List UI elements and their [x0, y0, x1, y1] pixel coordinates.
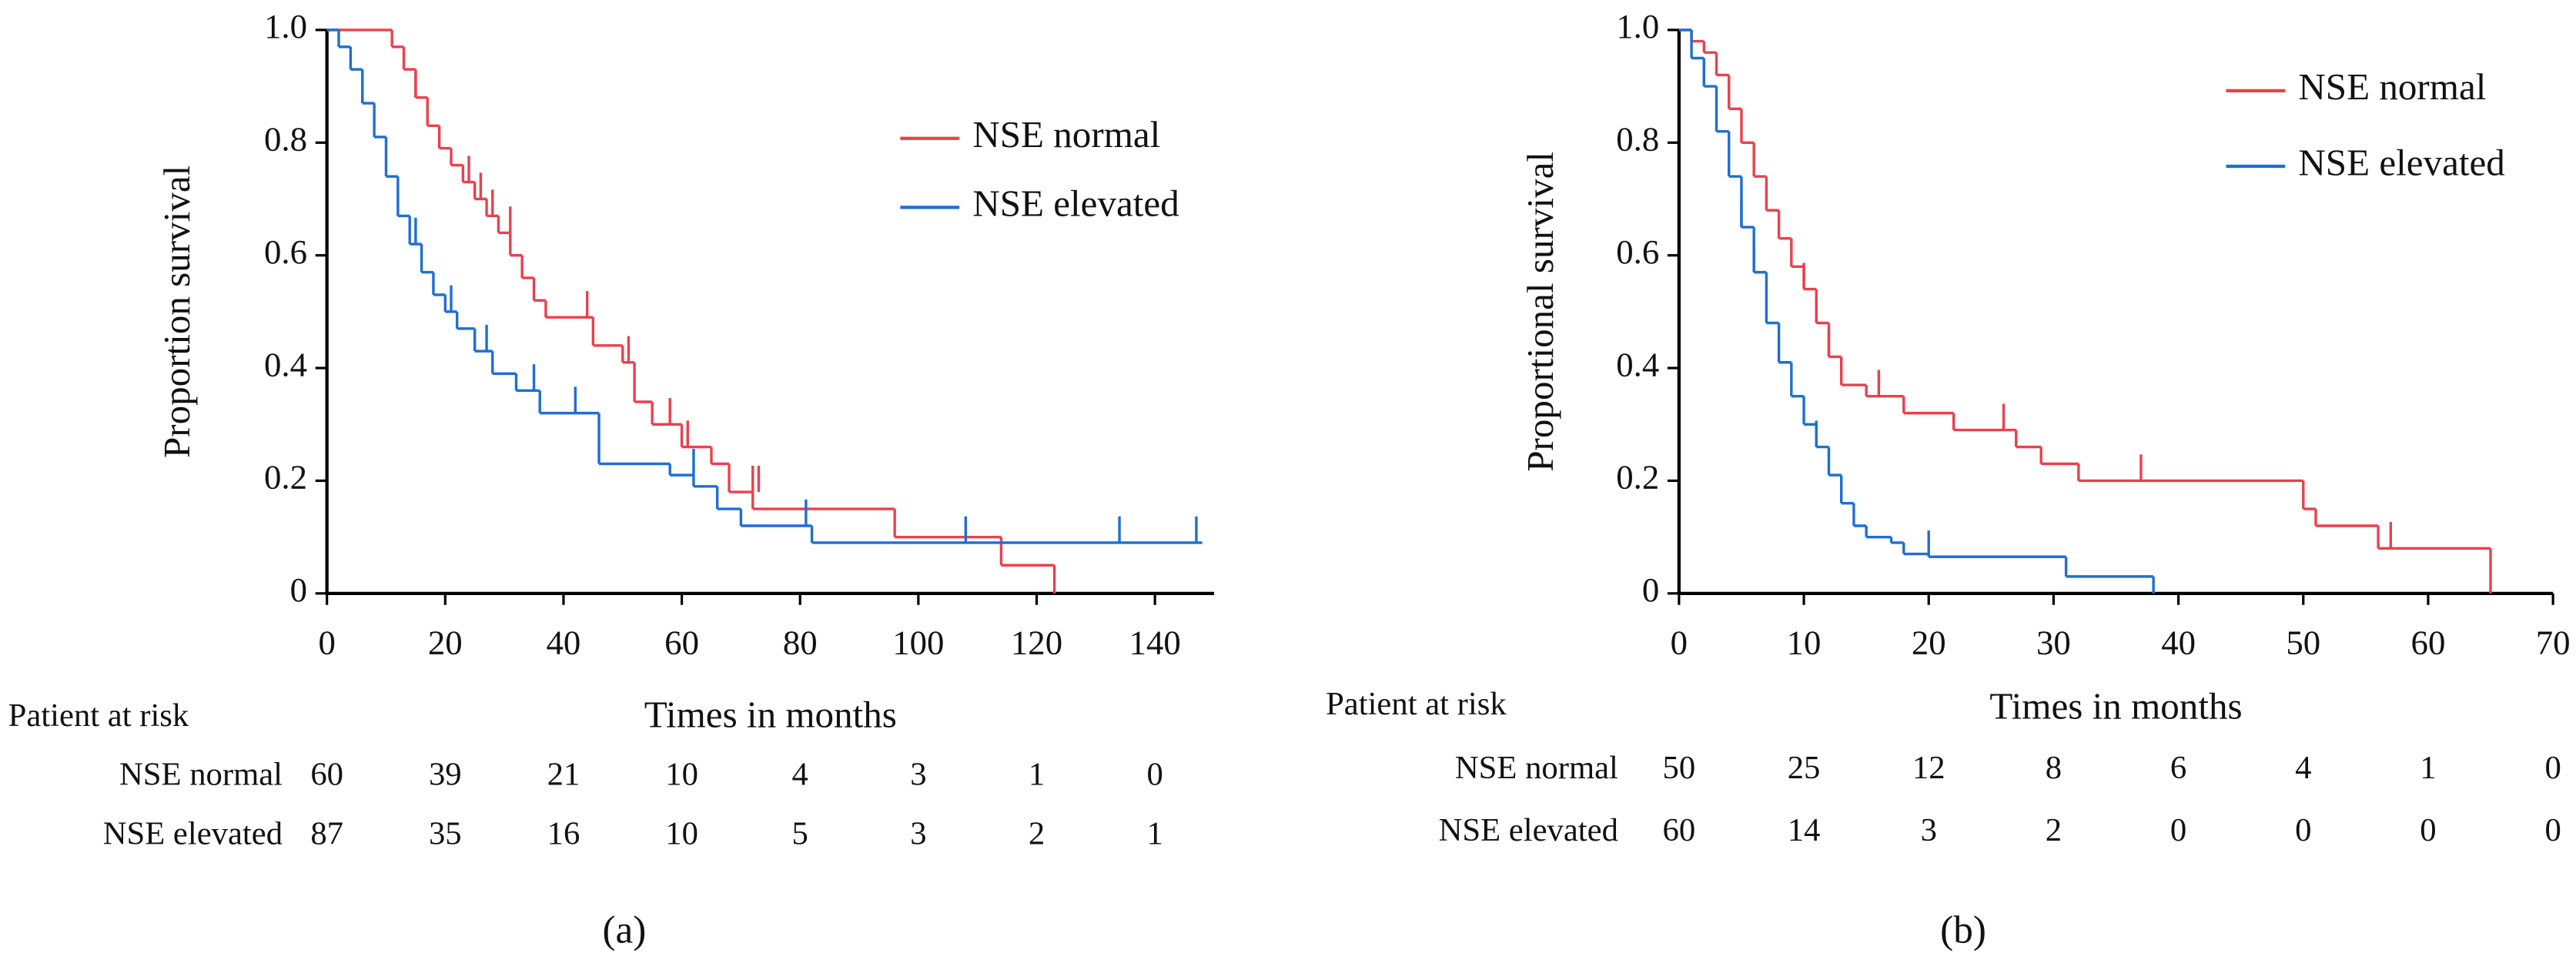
y-tick-label: 0.4 — [1616, 345, 1659, 383]
risk-count: 0 — [2420, 812, 2436, 848]
risk-count: 2 — [1029, 815, 1045, 851]
y-tick-label: 0.6 — [264, 232, 307, 271]
risk-count: 35 — [429, 815, 462, 851]
risk-count: 3 — [910, 815, 926, 851]
x-tick-label: 40 — [2161, 623, 2196, 661]
x-tick-label: 10 — [1787, 623, 1822, 661]
x-tick-label: 20 — [428, 623, 463, 661]
risk-count: 1 — [1029, 757, 1045, 793]
x-tick-label: 60 — [664, 623, 699, 661]
risk-count: 0 — [2295, 812, 2311, 848]
y-tick-label: 0.8 — [264, 120, 307, 159]
risk-count: 21 — [547, 757, 580, 793]
risk-count: 1 — [1146, 815, 1163, 851]
y-tick-label: 0.4 — [264, 345, 307, 383]
risk-count: 25 — [1788, 750, 1821, 786]
risk-count: 10 — [665, 815, 698, 851]
x-tick-label: 70 — [2536, 623, 2571, 661]
x-tick-label: 120 — [1011, 623, 1062, 661]
risk-row-label: NSE normal — [1455, 750, 1618, 786]
y-tick-label: 0 — [1642, 570, 1659, 609]
risk-row-label: NSE normal — [119, 757, 283, 793]
legend-label: NSE normal — [2298, 65, 2486, 108]
risk-count: 4 — [792, 757, 808, 793]
risk-count: 50 — [1663, 750, 1696, 786]
risk-row-label: NSE elevated — [1439, 812, 1618, 848]
y-tick-label: 0.2 — [1616, 458, 1659, 497]
risk-count: 10 — [665, 757, 698, 793]
panel-label: (a) — [602, 908, 646, 952]
x-tick-label: 20 — [1912, 623, 1946, 661]
risk-count: 8 — [2046, 750, 2062, 786]
risk-count: 87 — [310, 815, 343, 851]
x-tick-label: 140 — [1129, 623, 1181, 661]
risk-count: 0 — [2544, 812, 2561, 848]
x-axis-label: Times in months — [1989, 685, 2242, 728]
risk-count: 39 — [429, 757, 462, 793]
risk-count: 6 — [2170, 750, 2186, 786]
risk-count: 16 — [547, 815, 580, 851]
x-tick-label: 0 — [1671, 623, 1688, 661]
y-tick-label: 0.6 — [1616, 232, 1659, 271]
legend-label: NSE normal — [972, 113, 1160, 156]
y-tick-label: 0.8 — [1616, 120, 1659, 159]
x-tick-label: 80 — [783, 623, 818, 661]
risk-count: 60 — [1663, 812, 1696, 848]
legend-label: NSE elevated — [972, 182, 1179, 225]
risk-count: 0 — [2544, 750, 2561, 786]
x-tick-label: 0 — [318, 623, 335, 661]
x-axis-label: Times in months — [644, 693, 897, 735]
y-tick-label: 0.2 — [264, 458, 307, 497]
x-tick-label: 60 — [2411, 623, 2446, 661]
panel-label: (b) — [1940, 908, 1986, 952]
risk-table-title: Patient at risk — [1326, 686, 1507, 722]
risk-count: 3 — [1921, 812, 1937, 848]
y-axis-label: Proportion survival — [156, 166, 198, 458]
y-tick-label: 1.0 — [1616, 7, 1659, 45]
risk-count: 3 — [910, 757, 926, 793]
y-axis-label: Proportional survival — [1519, 152, 1561, 472]
y-tick-label: 0 — [290, 570, 307, 609]
x-tick-label: 50 — [2286, 623, 2320, 661]
risk-count: 12 — [1912, 750, 1945, 786]
risk-row-label: NSE elevated — [103, 815, 283, 851]
x-tick-label: 40 — [547, 623, 581, 661]
risk-table-title: Patient at risk — [8, 697, 189, 734]
risk-count: 1 — [2420, 750, 2436, 786]
risk-count: 0 — [2170, 812, 2186, 848]
risk-count: 0 — [1146, 757, 1163, 793]
risk-count: 5 — [792, 815, 808, 851]
x-tick-label: 30 — [2036, 623, 2071, 661]
risk-count: 2 — [2046, 812, 2062, 848]
legend-label: NSE elevated — [2298, 141, 2504, 183]
risk-count: 60 — [310, 757, 343, 793]
y-tick-label: 1.0 — [264, 7, 307, 45]
risk-count: 4 — [2295, 750, 2311, 786]
risk-count: 14 — [1788, 812, 1821, 848]
x-tick-label: 100 — [892, 623, 944, 661]
